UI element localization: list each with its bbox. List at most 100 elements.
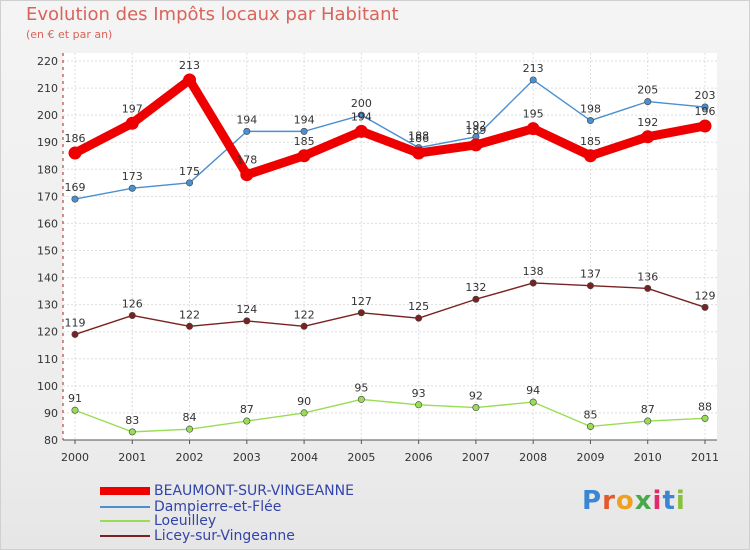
y-tick-label: 170: [37, 190, 58, 203]
data-point-licey: [128, 311, 136, 319]
data-label-licey: 127: [351, 295, 372, 308]
data-label-beaumont: 185: [580, 135, 601, 148]
data-point-licey: [186, 322, 194, 330]
logo-letter: x: [634, 486, 653, 516]
legend-swatch-beaumont: [100, 487, 150, 495]
y-tick-label: 120: [37, 326, 58, 339]
data-label-dampierre: 200: [351, 97, 372, 110]
logo-letter: P: [582, 486, 603, 516]
data-label-licey: 126: [122, 297, 143, 310]
series-line-licey: [74, 282, 706, 336]
data-label-dampierre: 213: [523, 62, 544, 75]
data-point-beaumont: [354, 124, 368, 138]
data-label-loeuilley: 93: [412, 387, 426, 400]
chart-subtitle: (en € et par an): [26, 28, 113, 41]
data-point-dampierre: [71, 195, 79, 203]
plot-area: [63, 53, 717, 440]
x-tick-label: 2000: [61, 451, 89, 464]
y-tick-label: 80: [44, 434, 58, 447]
data-point-licey: [701, 303, 709, 311]
data-point-beaumont: [297, 149, 311, 163]
x-tick-label: 2010: [634, 451, 662, 464]
data-label-dampierre: 205: [637, 84, 658, 97]
logo-letter: o: [615, 486, 635, 516]
data-label-loeuilley: 87: [641, 403, 655, 416]
x-tick-label: 2007: [462, 451, 490, 464]
data-label-beaumont: 192: [637, 116, 658, 129]
data-point-licey: [415, 314, 423, 322]
data-point-loeuilley: [415, 401, 423, 409]
x-tick-label: 2011: [691, 451, 719, 464]
data-point-beaumont: [583, 149, 597, 163]
data-point-licey: [357, 309, 365, 317]
data-point-loeuilley: [472, 404, 480, 412]
y-tick-label: 190: [37, 136, 58, 149]
data-label-licey: 122: [294, 308, 315, 321]
data-point-beaumont: [240, 168, 254, 182]
x-tick-label: 2006: [405, 451, 433, 464]
data-label-dampierre: 173: [122, 170, 143, 183]
data-point-licey: [472, 295, 480, 303]
data-label-loeuilley: 94: [526, 384, 540, 397]
logo-letter: i: [652, 486, 663, 516]
data-point-beaumont: [125, 116, 139, 130]
data-point-dampierre: [644, 98, 652, 106]
logo-letter: i: [675, 486, 686, 516]
logo-letter: r: [602, 486, 616, 516]
data-label-beaumont: 194: [351, 110, 372, 123]
y-tick-label: 90: [44, 407, 58, 420]
legend-item-licey: Licey-sur-Vingeanne: [100, 528, 295, 544]
data-label-licey: 136: [637, 270, 658, 283]
data-point-beaumont: [641, 130, 655, 144]
data-label-loeuilley: 87: [240, 403, 254, 416]
data-label-loeuilley: 91: [68, 392, 82, 405]
data-label-licey: 132: [465, 281, 486, 294]
data-label-dampierre: 198: [580, 103, 601, 116]
data-label-beaumont: 186: [408, 132, 429, 145]
legend-item-loeuilley: Loeuilley: [100, 513, 216, 529]
data-label-dampierre: 203: [695, 89, 716, 102]
data-point-licey: [644, 284, 652, 292]
data-point-beaumont: [698, 119, 712, 133]
data-point-loeuilley: [529, 398, 537, 406]
data-label-beaumont: 186: [65, 132, 86, 145]
data-point-loeuilley: [186, 425, 194, 433]
data-point-loeuilley: [701, 414, 709, 422]
data-label-dampierre: 175: [179, 165, 200, 178]
data-point-dampierre: [357, 111, 365, 119]
data-point-loeuilley: [243, 417, 251, 425]
series-line-beaumont: [70, 75, 710, 180]
data-point-dampierre: [529, 76, 537, 84]
data-point-licey: [529, 279, 537, 287]
y-tick-label: 110: [37, 353, 58, 366]
chart-title: Evolution des Impôts locaux par Habitant: [26, 4, 399, 25]
data-label-beaumont: 185: [294, 135, 315, 148]
data-point-beaumont: [412, 146, 426, 160]
data-label-loeuilley: 95: [354, 381, 368, 394]
data-label-loeuilley: 85: [583, 408, 597, 421]
data-label-loeuilley: 84: [183, 411, 197, 424]
y-tick-label: 180: [37, 163, 58, 176]
y-tick-label: 160: [37, 217, 58, 230]
legend-label-licey: Licey-sur-Vingeanne: [154, 528, 295, 544]
data-label-licey: 122: [179, 308, 200, 321]
series-beaumont: 186 197 213 178 185 194 186 189 195 185 192 196: [65, 59, 716, 182]
data-label-licey: 119: [65, 316, 86, 329]
y-tick-label: 210: [37, 82, 58, 95]
data-label-dampierre: 188: [408, 130, 429, 143]
x-tick-label: 2003: [233, 451, 261, 464]
data-label-licey: 138: [523, 265, 544, 278]
data-label-loeuilley: 83: [125, 414, 139, 427]
y-tick-label: 220: [37, 55, 58, 68]
data-point-beaumont: [469, 138, 483, 152]
legend-label-beaumont: BEAUMONT-SUR-VINGEANNE: [154, 483, 354, 499]
data-label-dampierre: 194: [236, 113, 257, 126]
data-point-beaumont: [68, 146, 82, 160]
data-label-licey: 124: [236, 303, 257, 316]
data-label-beaumont: 196: [695, 105, 716, 118]
data-point-licey: [243, 317, 251, 325]
y-tick-label: 140: [37, 272, 58, 285]
x-tick-label: 2008: [519, 451, 547, 464]
data-label-licey: 137: [580, 268, 601, 281]
